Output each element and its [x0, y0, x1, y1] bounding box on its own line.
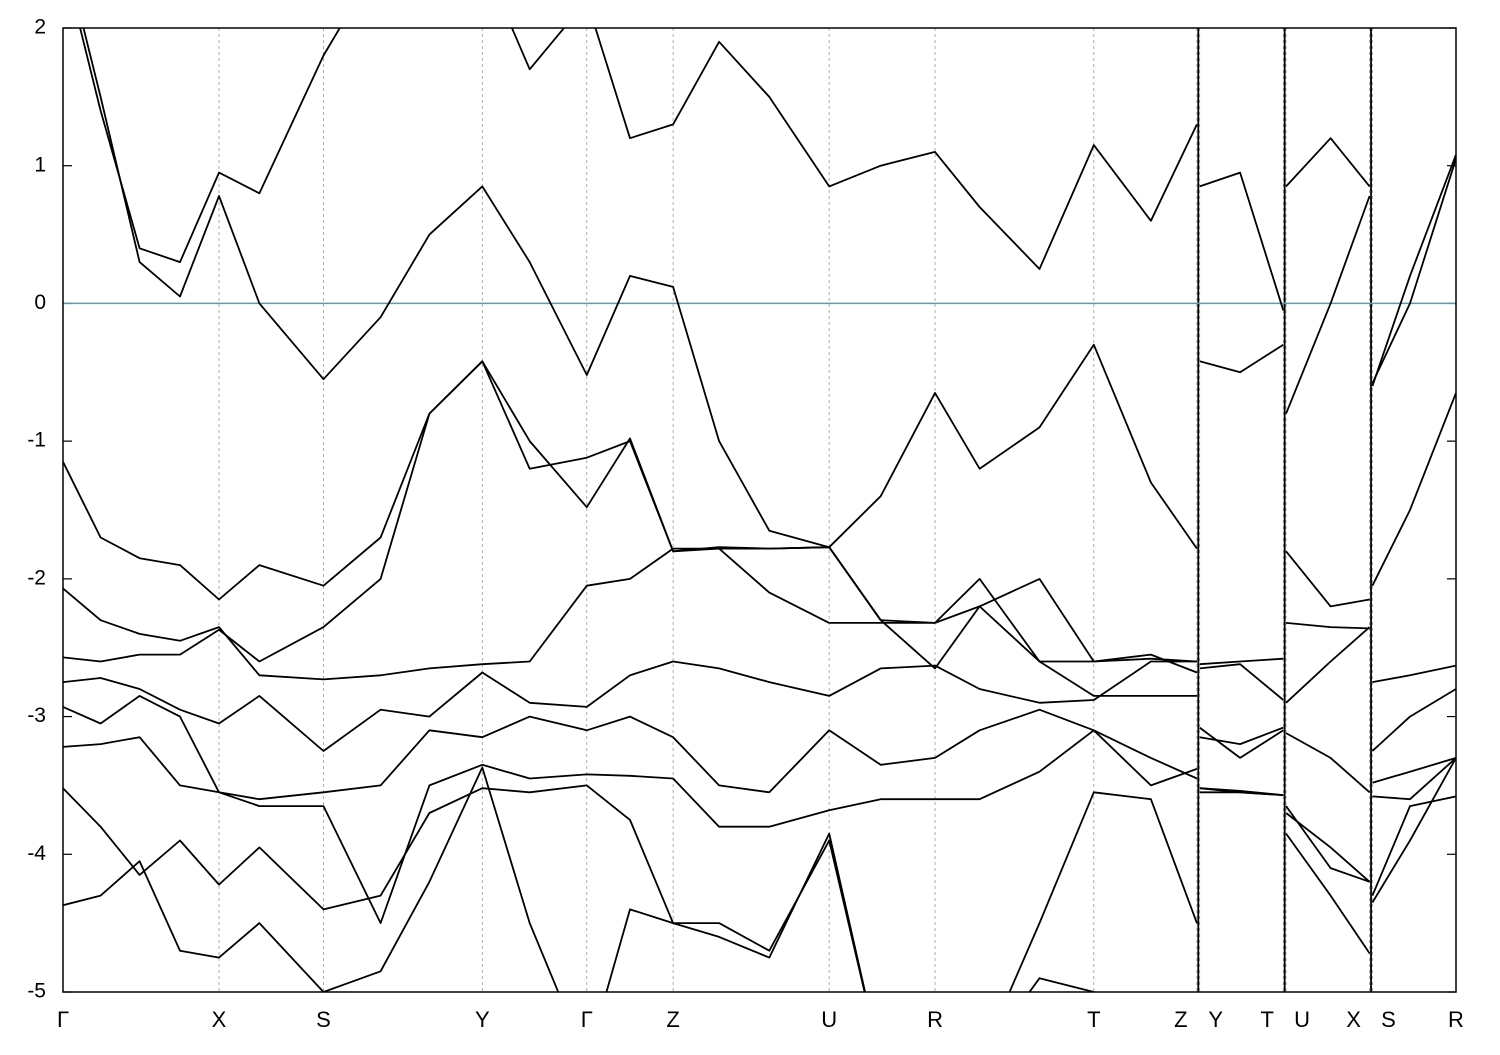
x-tick-label: R — [1448, 1007, 1464, 1032]
y-tick-label: -5 — [27, 980, 46, 1003]
band-line — [63, 695, 1456, 896]
band-line — [63, 547, 1456, 701]
x-tick-label: T — [1261, 1007, 1274, 1032]
band-line — [79, 28, 1456, 387]
x-tick-label: X — [212, 1007, 227, 1032]
band-line — [63, 360, 1456, 752]
x-tick-label: S — [1381, 1007, 1396, 1032]
y-tick-label: 0 — [34, 291, 46, 314]
x-tick-label: Y — [475, 1007, 490, 1032]
y-tick-label: -2 — [27, 566, 46, 589]
x-tick-label: Z — [666, 1007, 679, 1032]
x-tick-label: Z — [1174, 1007, 1187, 1032]
x-tick-label: Y — [1208, 1007, 1223, 1032]
y-tick-label: -3 — [27, 704, 46, 727]
x-tick-label: T — [1087, 1007, 1100, 1032]
x-tick-label: S — [316, 1007, 331, 1032]
plot-frame — [62, 27, 1457, 993]
band-line — [63, 757, 1456, 992]
x-tick-label: U — [821, 1007, 837, 1032]
y-tick-label: -4 — [27, 842, 46, 865]
grid — [62, 27, 1457, 993]
band-line — [82, 28, 1456, 550]
x-tick-label: Γ — [57, 1007, 69, 1032]
band-line — [63, 660, 1456, 793]
y-tick-label: 1 — [34, 153, 46, 176]
band-line — [63, 729, 1456, 954]
x-tick-label: U — [1294, 1007, 1310, 1032]
x-tick-label: Γ — [581, 1007, 593, 1032]
bands — [63, 28, 1456, 992]
x-tick-label: R — [927, 1007, 943, 1032]
x-tick-label: X — [1346, 1007, 1361, 1032]
y-tick-label: 2 — [34, 16, 46, 39]
y-tick-label: -1 — [27, 429, 46, 452]
band-line — [63, 766, 1095, 992]
band-line — [63, 360, 1456, 666]
